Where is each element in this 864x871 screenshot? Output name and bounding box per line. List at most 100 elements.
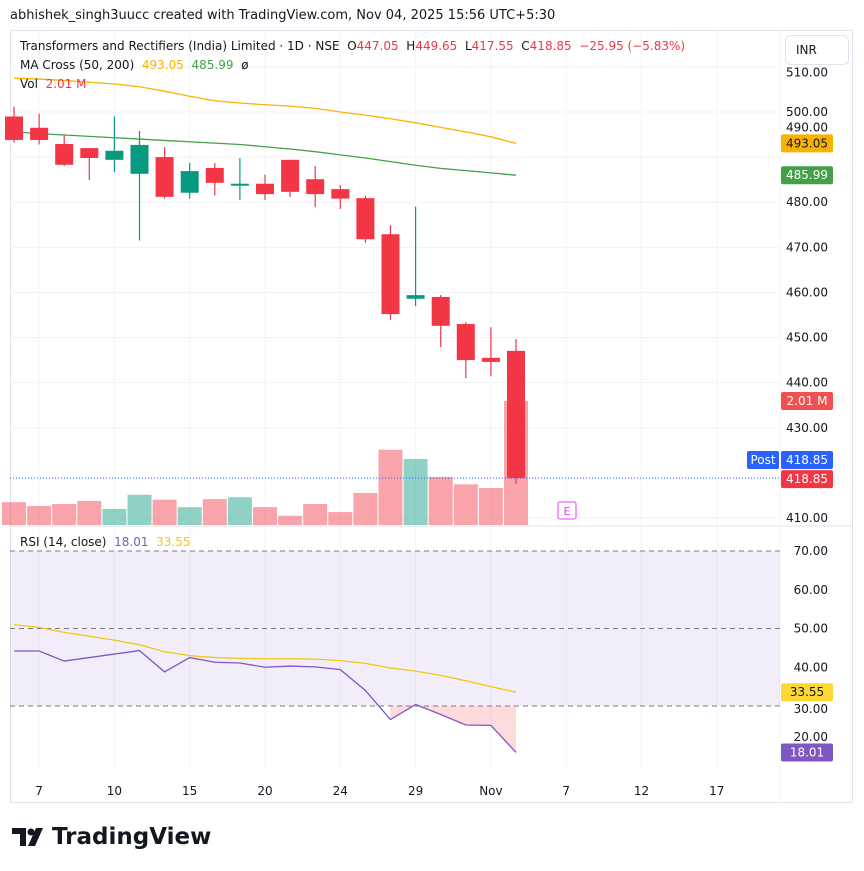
candle-body bbox=[431, 296, 450, 326]
currency-button[interactable]: INR bbox=[785, 35, 849, 65]
rsi-band bbox=[10, 551, 780, 706]
rsi-ma-badge-bg bbox=[781, 683, 833, 702]
logo-text: TradingView bbox=[52, 824, 212, 850]
candle-body bbox=[507, 350, 525, 479]
vol-value: 2.01 M bbox=[45, 77, 87, 91]
volume-bar bbox=[303, 504, 328, 525]
volume-bar bbox=[152, 499, 177, 525]
candle-body bbox=[130, 144, 149, 174]
candle-body bbox=[306, 179, 325, 195]
tradingview-logo[interactable]: TradingView bbox=[12, 824, 211, 850]
high-value: 449.65 bbox=[415, 39, 458, 53]
volume-bar bbox=[102, 508, 127, 525]
volume-bar bbox=[253, 507, 277, 525]
tradingview-logo-icon bbox=[12, 828, 43, 846]
ma50-badge: 493.05 bbox=[786, 136, 828, 150]
price-tick: 460.00 bbox=[786, 285, 828, 299]
candle-body bbox=[5, 116, 23, 140]
post-label-bg bbox=[747, 451, 779, 469]
rsi-tick: 60.00 bbox=[794, 583, 828, 597]
price-tick: 410.00 bbox=[786, 511, 828, 525]
x-tick: 10 bbox=[107, 784, 122, 798]
candle-body bbox=[481, 357, 500, 362]
rsi-ma-badge: 33.55 bbox=[790, 685, 824, 699]
symbol-legend: Transformers and Rectifiers (India) Limi… bbox=[20, 39, 685, 53]
ma200-badge-bg bbox=[781, 166, 833, 185]
candle-body bbox=[80, 148, 99, 159]
candle-body bbox=[55, 144, 74, 165]
rsi-tick: 40.00 bbox=[794, 660, 828, 674]
ma-label: MA Cross (50, 200) bbox=[20, 58, 135, 72]
x-tick: 17 bbox=[709, 784, 724, 798]
symbol-title: Transformers and Rectifiers (India) Limi… bbox=[20, 39, 340, 53]
x-tick: 12 bbox=[634, 784, 649, 798]
rsi-badge: 18.01 bbox=[790, 745, 824, 759]
x-tick: 7 bbox=[562, 784, 570, 798]
post-price-badge: 418.85 bbox=[786, 453, 828, 467]
rsi-ma-line bbox=[13, 623, 517, 693]
rsi-legend[interactable]: RSI (14, close) 18.01 33.55 bbox=[20, 535, 190, 549]
rsi-badge-bg bbox=[781, 743, 833, 762]
ma200-line bbox=[13, 131, 517, 176]
x-tick: 20 bbox=[257, 784, 272, 798]
candle-body bbox=[256, 183, 274, 195]
volume-bar bbox=[202, 499, 227, 525]
volume-bar bbox=[328, 512, 353, 525]
volume-badge: 2.01 M bbox=[787, 394, 828, 408]
candle-body bbox=[230, 183, 249, 186]
candle-body bbox=[155, 157, 174, 197]
volume-bar bbox=[478, 487, 503, 525]
volume-bar bbox=[27, 505, 52, 525]
rsi-value: 18.01 bbox=[114, 535, 149, 549]
x-tick: 29 bbox=[408, 784, 423, 798]
x-tick: 24 bbox=[333, 784, 348, 798]
last-price-badge: 418.85 bbox=[786, 472, 828, 486]
volume-bar bbox=[227, 497, 252, 525]
rsi-tick: 20.00 bbox=[794, 730, 828, 744]
candle-body bbox=[456, 324, 475, 361]
volume-bar bbox=[428, 476, 453, 525]
ma50-value: 493.05 bbox=[141, 58, 184, 72]
candle-body bbox=[356, 198, 375, 240]
volume-bar bbox=[403, 458, 428, 525]
chart-frame bbox=[10, 30, 853, 803]
candle-body bbox=[281, 159, 300, 192]
vol-label: Vol bbox=[20, 77, 38, 91]
price-tick: 480.00 bbox=[786, 195, 828, 209]
low-label: L bbox=[464, 39, 472, 53]
candle-body bbox=[105, 150, 124, 160]
ma50-line bbox=[13, 77, 517, 144]
high-label: H bbox=[406, 39, 416, 53]
candle-body bbox=[331, 189, 350, 199]
change-value: −25.95 (−5.83%) bbox=[579, 39, 686, 53]
x-tick: Nov bbox=[479, 784, 502, 798]
close-label: C bbox=[521, 39, 530, 53]
post-label: Post bbox=[750, 453, 775, 467]
volume-bar bbox=[177, 507, 202, 525]
volume-bar bbox=[278, 515, 303, 525]
ma200-value: 485.99 bbox=[191, 58, 234, 72]
price-tick: 440.00 bbox=[786, 376, 828, 390]
volume-bar bbox=[127, 494, 152, 525]
candle-body bbox=[205, 167, 224, 183]
candle-body bbox=[406, 295, 425, 299]
attribution: abhishek_singh3uucc created with Trading… bbox=[10, 8, 556, 23]
rsi-label: RSI (14, close) bbox=[20, 535, 107, 549]
x-tick: 7 bbox=[35, 784, 43, 798]
price-tick: 500.00 bbox=[786, 105, 828, 119]
rsi-tick: 30.00 bbox=[794, 702, 828, 716]
volume-badge-bg bbox=[781, 392, 833, 410]
volume-bar bbox=[353, 492, 378, 525]
open-value: 447.05 bbox=[356, 39, 399, 53]
rsi-tick: 50.00 bbox=[794, 622, 828, 636]
ma-legend[interactable]: MA Cross (50, 200) 493.05 485.99 ø bbox=[20, 58, 249, 72]
ma200-badge: 485.99 bbox=[786, 168, 828, 182]
ma-cross-symbol: ø bbox=[241, 58, 249, 72]
rsi-ma-value: 33.55 bbox=[156, 535, 191, 549]
ma50-badge-bg bbox=[781, 134, 833, 153]
vol-legend[interactable]: Vol 2.01 M bbox=[20, 77, 86, 91]
volume-bar bbox=[2, 502, 26, 525]
volume-bar bbox=[52, 504, 77, 525]
rsi-tick: 70.00 bbox=[794, 544, 828, 558]
